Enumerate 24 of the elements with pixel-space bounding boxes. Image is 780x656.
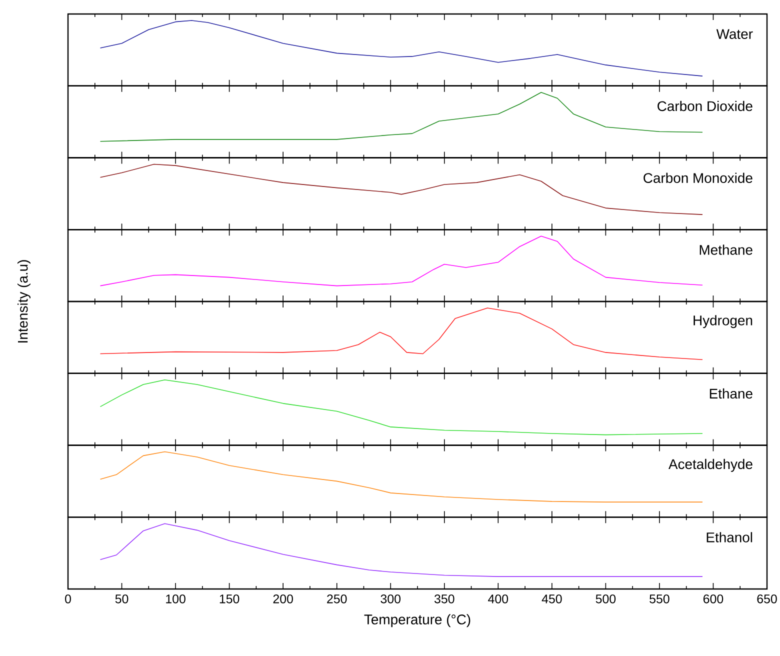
text: Methane — [700, 244, 752, 255]
text: Carbon Monoxide — [644, 172, 752, 183]
x-tick-label: 150 — [220, 594, 240, 604]
x-tick-label: 300 — [380, 594, 401, 604]
x-tick-label: 200 — [273, 594, 293, 604]
x-tick-label: 650 — [757, 594, 777, 604]
x-tick-label: 100 — [166, 594, 186, 604]
x-tick-label: 500 — [596, 594, 616, 604]
x-axis-title: Temperature (°C) — [364, 614, 470, 628]
y-axis-title: Intensity (a.u) — [17, 260, 30, 342]
x-tick-label: 50 — [115, 594, 128, 604]
x-tick-label: 450 — [542, 594, 562, 604]
series-label: Carbon Dioxide — [658, 100, 752, 112]
x-tick-label: 0 — [65, 594, 71, 604]
text: Hydrogen — [694, 315, 752, 328]
x-tick-label: 550 — [650, 594, 670, 604]
x-tick-label: 250 — [327, 594, 347, 604]
x-tick-label: 600 — [703, 594, 724, 604]
text: Ethane — [710, 388, 752, 399]
text: Acetaldehyde — [668, 458, 752, 472]
x-tick-label: 350 — [434, 594, 454, 604]
text: Water — [716, 29, 753, 39]
x-tick-label: 400 — [488, 594, 508, 604]
text: Ethanol — [706, 532, 752, 542]
